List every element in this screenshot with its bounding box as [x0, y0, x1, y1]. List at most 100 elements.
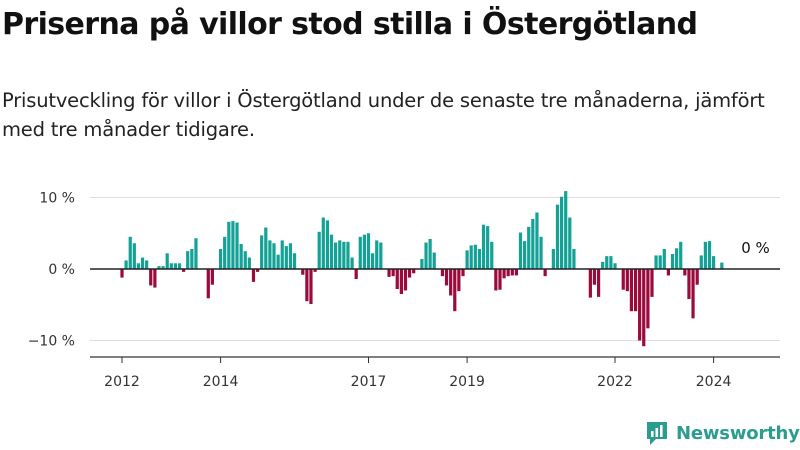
- bar-positive: [132, 243, 136, 269]
- bar-positive: [169, 263, 173, 269]
- bar-negative: [354, 269, 358, 280]
- bar-chart-logo-icon: [647, 422, 667, 445]
- bar-negative: [149, 269, 153, 286]
- bar-negative: [210, 269, 214, 285]
- bar-positive: [490, 241, 494, 269]
- bar-positive: [136, 263, 141, 269]
- bar-positive: [124, 260, 128, 269]
- bar-negative: [120, 269, 124, 278]
- bar-positive: [658, 255, 662, 269]
- bar-positive: [317, 231, 321, 269]
- bar-positive: [601, 261, 605, 269]
- bar-positive: [276, 254, 280, 269]
- bar-positive: [177, 263, 182, 269]
- bar-negative: [687, 269, 691, 300]
- bar-positive: [194, 238, 198, 269]
- bar-positive: [662, 248, 666, 269]
- bar-positive: [555, 204, 560, 269]
- bar-negative: [301, 269, 305, 275]
- bar-positive: [334, 242, 338, 269]
- bar-positive: [486, 226, 490, 269]
- bar-positive: [219, 248, 223, 269]
- bar-positive: [329, 234, 334, 269]
- bar-positive: [379, 242, 383, 269]
- bar-positive: [280, 240, 284, 269]
- bar-negative: [461, 269, 465, 277]
- bar-positive: [173, 263, 177, 269]
- bar-positive: [572, 248, 576, 269]
- bar-positive: [428, 238, 432, 269]
- bar-negative: [502, 269, 506, 279]
- brand-name: Newsworthy: [676, 422, 800, 444]
- bar-negative: [596, 269, 601, 297]
- bar-positive: [707, 241, 712, 270]
- bar-positive: [670, 253, 675, 270]
- bar-positive: [465, 250, 469, 269]
- bar-positive: [370, 253, 375, 269]
- bar-positive: [325, 220, 330, 269]
- bar-positive: [190, 248, 194, 269]
- bar-negative: [621, 269, 625, 290]
- bar-positive: [366, 233, 371, 269]
- x-tick-label: 2017: [351, 374, 387, 390]
- bar-positive: [288, 243, 293, 269]
- bar-positive: [227, 221, 231, 269]
- bar-positive: [654, 255, 658, 269]
- bar-negative: [514, 269, 519, 276]
- bar-positive: [605, 256, 609, 269]
- bar-negative: [588, 269, 592, 298]
- bar-positive: [239, 243, 243, 269]
- bar-negative: [625, 269, 629, 292]
- x-tick-label: 2024: [696, 374, 732, 390]
- bar-positive: [247, 257, 251, 269]
- bar-positive: [523, 241, 527, 270]
- bar-positive: [145, 260, 149, 269]
- bar-positive: [223, 236, 227, 269]
- bar-positive: [535, 212, 539, 269]
- axis-labels: 10 % 0 % −10 % 2012 2014 2017 2019 2022 2024 0 %: [28, 191, 770, 391]
- bar-negative: [666, 269, 670, 276]
- x-tick-label: 2019: [449, 374, 485, 390]
- bar-positive: [350, 257, 354, 269]
- bar-positive: [699, 255, 703, 269]
- bar-negative: [309, 269, 313, 305]
- bar-positive: [679, 241, 683, 269]
- bar-positive: [140, 257, 145, 269]
- bar-positive: [481, 224, 486, 269]
- bar-positive: [560, 196, 564, 269]
- bar-negative: [412, 269, 416, 274]
- bar-positive: [613, 263, 617, 269]
- bar-positive: [342, 241, 346, 269]
- bar-positive: [321, 217, 325, 269]
- bar-positive: [346, 241, 350, 269]
- bar-positive: [477, 248, 482, 269]
- bar-negative: [440, 269, 445, 277]
- bar-positive: [609, 256, 613, 269]
- chart-title: Priserna på villor stod stilla i Östergö…: [2, 7, 698, 42]
- bar-positive: [527, 226, 531, 269]
- bar-positive: [720, 262, 724, 269]
- bar-positive: [420, 258, 424, 269]
- bar-negative: [305, 269, 309, 302]
- bar-negative: [255, 269, 260, 272]
- bar-negative: [453, 269, 457, 312]
- axes: [90, 268, 780, 363]
- bar-positive: [362, 234, 367, 269]
- bar-negative: [387, 269, 391, 277]
- bar-negative: [642, 269, 646, 347]
- bar-negative: [695, 269, 699, 285]
- bar-positive: [231, 221, 235, 269]
- bars: [120, 191, 724, 347]
- bar-positive: [424, 242, 428, 269]
- bar-positive: [712, 256, 716, 269]
- bar-negative: [457, 269, 461, 292]
- bar-negative: [646, 269, 650, 329]
- bar-positive: [284, 246, 288, 269]
- branding: Newsworthy: [645, 419, 800, 447]
- bar-negative: [407, 269, 412, 278]
- bar-negative: [182, 269, 186, 272]
- bar-negative: [543, 269, 547, 277]
- y-tick-label: 10 %: [39, 191, 75, 207]
- bar-negative: [506, 269, 510, 277]
